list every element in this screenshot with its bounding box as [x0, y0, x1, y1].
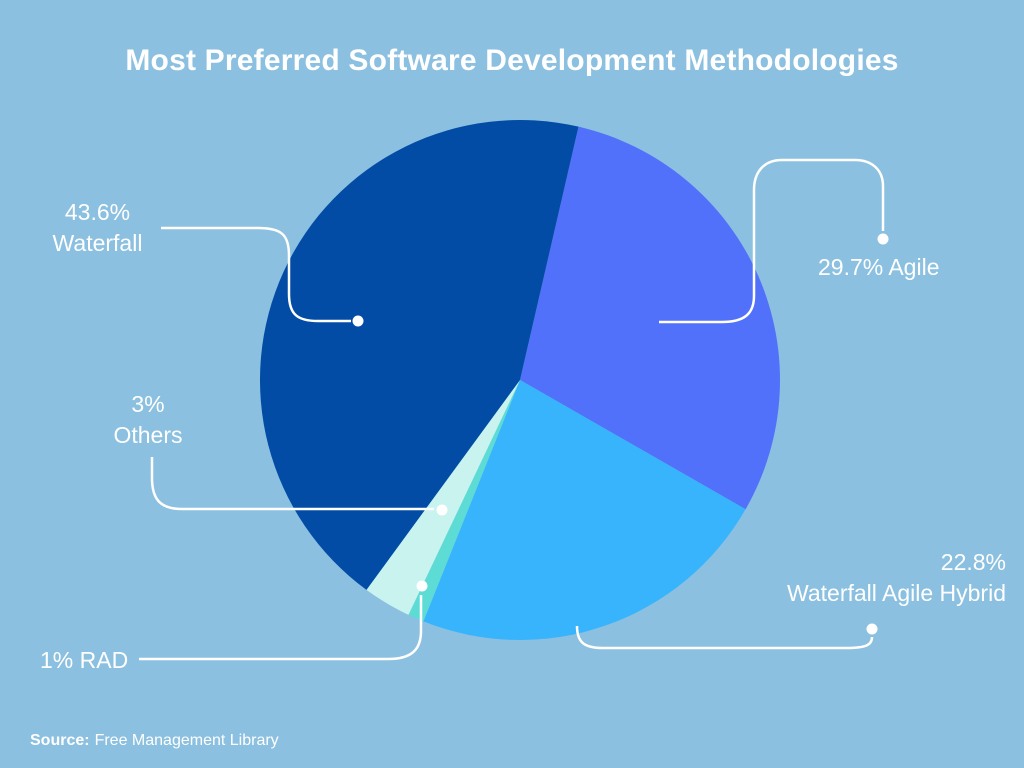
callout-dot-rad	[416, 580, 428, 592]
pie-slice-rad	[408, 380, 520, 622]
callout-lines	[139, 158, 885, 661]
source-label: Source:	[30, 732, 90, 749]
callout-line-rad	[139, 595, 423, 661]
callout-label-waterfall: 43.6% Waterfall	[35, 197, 160, 259]
callout-hybrid-value: 22.8%	[940, 549, 1006, 575]
source-value: Free Management Library	[94, 732, 279, 749]
callout-label-rad: 1% RAD	[40, 645, 128, 676]
pie-slices	[259, 119, 781, 641]
callout-line-hybrid	[575, 625, 874, 650]
callout-rad-text: 1% RAD	[40, 647, 129, 673]
callout-label-hybrid: 22.8% Waterfall Agile Hybrid	[787, 547, 1006, 609]
pie-slice-waterfall	[259, 119, 579, 590]
callout-line-waterfall	[161, 226, 351, 323]
callout-label-agile: 29.7% Agile	[818, 252, 939, 283]
source-attribution: Source: Free Management Library	[30, 732, 279, 750]
callout-agile-text: 29.7% Agile	[818, 254, 940, 280]
callout-dot-agile	[877, 233, 889, 245]
callout-dots	[352, 233, 889, 635]
callout-dot-hybrid	[866, 623, 878, 635]
callout-line-agile	[659, 158, 885, 324]
callout-label-others: 3% Others	[93, 389, 203, 451]
callout-waterfall-value: 43.6%	[64, 199, 131, 225]
pie-slice-waterfall-agile-hybrid	[423, 380, 746, 641]
callout-others-name: Others	[113, 422, 183, 448]
callout-hybrid-name: Waterfall Agile Hybrid	[786, 580, 1006, 606]
chart-title: Most Preferred Software Development Meth…	[125, 44, 899, 77]
pie-slice-agile	[520, 126, 781, 510]
callout-others-value: 3%	[131, 391, 165, 417]
callout-waterfall-name: Waterfall	[52, 230, 143, 256]
callout-line-others	[150, 457, 434, 511]
callout-dot-waterfall	[352, 315, 364, 327]
pie-slice-others	[366, 380, 520, 615]
callout-dot-others	[436, 504, 448, 516]
